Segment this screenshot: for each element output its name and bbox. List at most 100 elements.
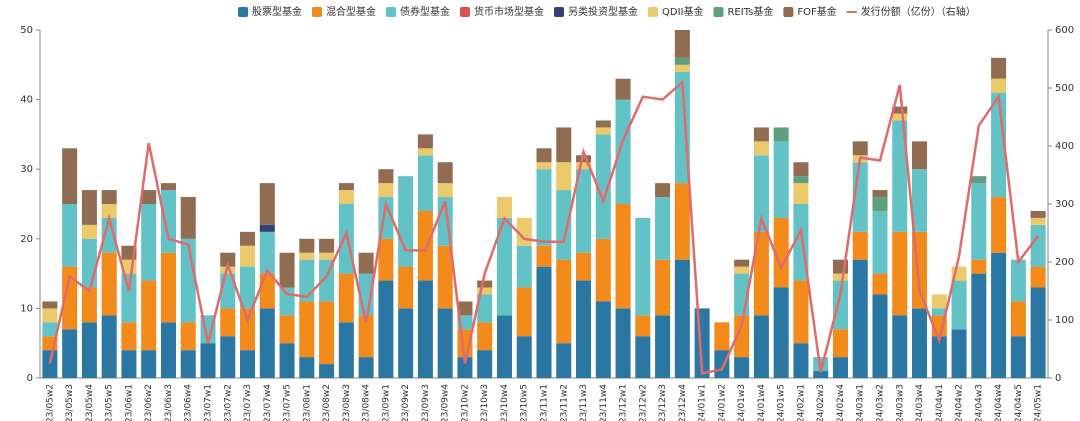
bar-segment (299, 301, 315, 358)
bar-segment (773, 217, 789, 288)
bar-segment (81, 287, 97, 323)
bar-segment (240, 266, 256, 309)
bar-segment (931, 308, 947, 316)
y2-tick-label: 100 (1055, 315, 1074, 326)
x-tick-label: 24/01w5 (777, 384, 787, 421)
x-tick-label: 23/08w3 (342, 384, 352, 421)
bar-segment (81, 224, 97, 239)
bar-segment (477, 294, 493, 323)
legend-label: QDII基金 (662, 5, 703, 18)
bar-segment (556, 162, 572, 191)
legend-swatch (783, 7, 794, 17)
bar-segment (259, 183, 275, 225)
y-tick-label: 20 (20, 234, 33, 245)
x-tick-label: 23/06w1 (124, 384, 134, 421)
bar-segment (200, 343, 216, 378)
y-tick-label: 0 (27, 373, 33, 384)
bar-segment (141, 280, 157, 351)
bar-segment (338, 322, 354, 378)
bar-segment (991, 252, 1007, 378)
bar-segment (576, 162, 592, 170)
bar-segment (338, 190, 354, 204)
bar-segment (1010, 301, 1026, 337)
bar-segment (655, 259, 671, 316)
bar-segment (81, 238, 97, 288)
x-tick-label: 23/10w2 (460, 384, 470, 421)
y-tick-label: 30 (20, 164, 33, 175)
bar-segment (516, 245, 532, 288)
bar-segment (160, 322, 176, 378)
bar-segment (912, 141, 928, 170)
bar-segment (279, 287, 295, 316)
x-tick-label: 23/06w4 (184, 384, 194, 421)
x-tick-label: 23/05w2 (45, 384, 55, 421)
bar-segment (991, 78, 1007, 93)
bar-segment (240, 231, 256, 246)
bar-segment (417, 210, 433, 281)
bar-segment (991, 197, 1007, 253)
bar-segment (832, 357, 848, 378)
x-tick-label: 24/02w3 (816, 384, 826, 421)
x-tick-label: 24/04w3 (974, 384, 984, 421)
bar-segment (635, 217, 651, 316)
x-tick-label: 23/12w3 (658, 384, 668, 421)
x-tick-label: 24/03w4 (915, 384, 925, 421)
bar-segment (378, 183, 394, 198)
bar-segment (655, 183, 671, 198)
bar-segment (734, 266, 750, 274)
bar-segment (1030, 266, 1046, 288)
bar-segment (852, 141, 868, 156)
bar-segment (813, 371, 829, 378)
bar-segment (773, 141, 789, 218)
bar-segment (714, 350, 730, 378)
x-tick-label: 23/11w2 (559, 384, 569, 421)
bar-segment (595, 120, 611, 128)
bar-segment (121, 322, 137, 351)
bar-segment (615, 204, 631, 309)
bar-segment (220, 252, 236, 267)
x-tick-label: 23/08w2 (322, 384, 332, 421)
legend-label: 货币市场型基金 (474, 5, 544, 18)
x-tick-label: 23/11w1 (540, 384, 550, 421)
y2-tick-label: 500 (1055, 83, 1074, 94)
x-tick-label: 23/09w2 (401, 384, 411, 421)
bar-segment (753, 315, 769, 378)
bar-segment (793, 176, 809, 184)
x-tick-label: 23/10w5 (520, 384, 530, 421)
bar-segment (615, 308, 631, 378)
x-tick-label: 23/06w2 (144, 384, 154, 421)
bar-segment (516, 336, 532, 378)
legend-label: FOF基金 (797, 5, 836, 18)
bar-segment (160, 252, 176, 323)
x-tick-label: 24/05w1 (1034, 384, 1044, 421)
bar-segment (576, 252, 592, 281)
bar-segment (753, 155, 769, 232)
bar-segment (872, 190, 888, 198)
legend-swatch (460, 7, 470, 17)
bar-segment (595, 127, 611, 135)
bar-segment (674, 30, 690, 58)
bar-segment (872, 210, 888, 274)
bar-segment (141, 350, 157, 378)
bar-segment (773, 127, 789, 142)
bar-segment (121, 273, 137, 323)
bar-segment (556, 343, 572, 378)
bar-segment (536, 266, 552, 378)
bar-segment (477, 322, 493, 351)
bar-segment (872, 197, 888, 211)
bar-segment (220, 336, 236, 378)
bar-segment (1030, 217, 1046, 225)
bar-segment (734, 315, 750, 358)
x-tick-label: 24/01w3 (737, 384, 747, 421)
bar-segment (892, 231, 908, 316)
bar-segment (358, 315, 374, 358)
legend-label: 另类投资型基金 (568, 5, 638, 18)
bar-segment (338, 183, 354, 191)
bar-segment (734, 259, 750, 267)
bar-segment (892, 113, 908, 121)
x-tick-label: 23/07w3 (243, 384, 253, 421)
x-tick-label: 23/12w2 (638, 384, 648, 421)
bar-segment (496, 315, 512, 378)
bar-segment (398, 266, 414, 309)
bar-segment (378, 238, 394, 281)
